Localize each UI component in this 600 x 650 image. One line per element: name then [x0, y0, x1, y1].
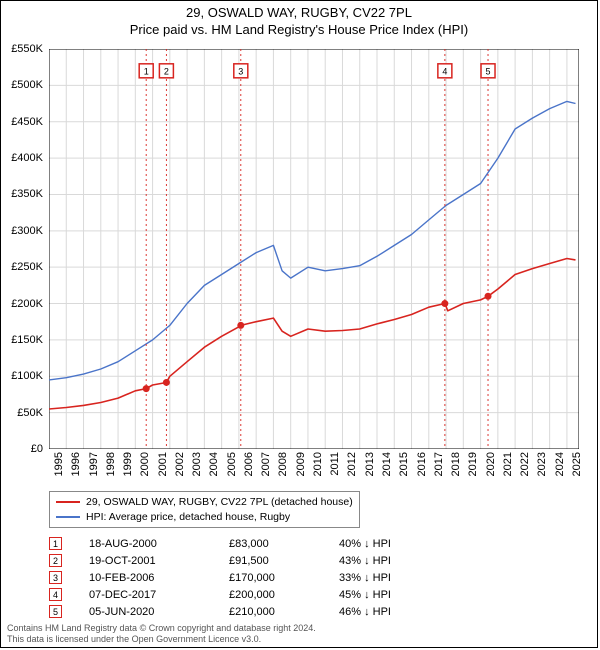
- sale-delta: 43% ↓ HPI: [339, 555, 439, 567]
- sale-date: 19-OCT-2001: [89, 555, 229, 567]
- sale-row: 3 10-FEB-2006£170,00033% ↓ HPI: [49, 569, 439, 586]
- sale-marker-badge: 4: [49, 588, 62, 601]
- x-tick-label: 2022: [519, 452, 531, 476]
- legend-item: 29, OSWALD WAY, RUGBY, CV22 7PL (detache…: [56, 495, 353, 510]
- x-tick-label: 2012: [346, 452, 358, 476]
- chart-container: 29, OSWALD WAY, RUGBY, CV22 7PL Price pa…: [0, 0, 598, 648]
- x-tick-label: 2014: [381, 452, 393, 476]
- x-tick-label: 2018: [450, 452, 462, 476]
- y-tick-label: £0: [31, 443, 43, 455]
- sale-row: 5 05-JUN-2020£210,00046% ↓ HPI: [49, 603, 439, 620]
- sales-table: 1 18-AUG-2000£83,00040% ↓ HPI 2 19-OCT-2001…: [49, 535, 439, 620]
- legend-label: HPI: Average price, detached house, Rugb…: [86, 510, 290, 525]
- x-tick-label: 2023: [536, 452, 548, 476]
- y-tick-label: £350K: [11, 188, 43, 200]
- x-tick-label: 2004: [208, 452, 220, 476]
- sale-row: 2 19-OCT-2001£91,50043% ↓ HPI: [49, 552, 439, 569]
- legend-swatch: [56, 516, 80, 518]
- x-tick-label: 2007: [260, 452, 272, 476]
- x-tick-label: 2011: [329, 452, 341, 476]
- sale-marker-badge: 2: [49, 554, 62, 567]
- sale-delta: 45% ↓ HPI: [339, 589, 439, 601]
- sale-marker-badge: 1: [49, 537, 62, 550]
- x-tick-label: 2002: [174, 452, 186, 476]
- x-tick-label: 2024: [554, 452, 566, 476]
- x-tick-label: 2017: [433, 452, 445, 476]
- legend: 29, OSWALD WAY, RUGBY, CV22 7PL (detache…: [49, 491, 360, 528]
- x-tick-label: 1997: [88, 452, 100, 476]
- x-tick-label: 2008: [277, 452, 289, 476]
- chart-svg: 1 2 3 4 5: [49, 49, 579, 449]
- y-tick-label: £450K: [11, 116, 43, 128]
- legend-label: 29, OSWALD WAY, RUGBY, CV22 7PL (detache…: [86, 495, 353, 510]
- x-tick-label: 2003: [191, 452, 203, 476]
- sale-date: 18-AUG-2000: [89, 538, 229, 550]
- sale-price: £83,000: [229, 538, 339, 550]
- svg-text:3: 3: [238, 66, 243, 76]
- y-tick-label: £150K: [11, 334, 43, 346]
- y-axis-labels: £0£50K£100K£150K£200K£250K£300K£350K£400…: [1, 49, 45, 449]
- subtitle: Price paid vs. HM Land Registry's House …: [1, 22, 597, 39]
- sale-price: £210,000: [229, 606, 339, 618]
- svg-text:2: 2: [164, 66, 169, 76]
- y-tick-label: £300K: [11, 225, 43, 237]
- footer-line1: Contains HM Land Registry data © Crown c…: [7, 623, 316, 634]
- x-axis-labels: 1995 1996 1997 1998 1999 2000 2001 2002 2003 2004…: [49, 449, 579, 485]
- x-tick-label: 2001: [157, 452, 169, 476]
- x-tick-label: 1995: [53, 452, 65, 476]
- sale-date: 05-JUN-2020: [89, 606, 229, 618]
- x-tick-label: 2015: [398, 452, 410, 476]
- footer-attribution: Contains HM Land Registry data © Crown c…: [7, 623, 316, 645]
- legend-swatch: [56, 501, 80, 503]
- y-tick-label: £250K: [11, 261, 43, 273]
- sale-delta: 40% ↓ HPI: [339, 538, 439, 550]
- y-tick-label: £550K: [11, 43, 43, 55]
- sale-row: 1 18-AUG-2000£83,00040% ↓ HPI: [49, 535, 439, 552]
- x-tick-label: 2013: [364, 452, 376, 476]
- x-tick-label: 2016: [416, 452, 428, 476]
- sale-delta: 46% ↓ HPI: [339, 606, 439, 618]
- sale-marker-badge: 5: [49, 605, 62, 618]
- sale-price: £91,500: [229, 555, 339, 567]
- title-block: 29, OSWALD WAY, RUGBY, CV22 7PL Price pa…: [1, 1, 597, 39]
- x-tick-label: 2005: [226, 452, 238, 476]
- svg-text:1: 1: [144, 66, 149, 76]
- x-tick-label: 1999: [122, 452, 134, 476]
- x-tick-label: 1998: [105, 452, 117, 476]
- svg-text:5: 5: [486, 66, 491, 76]
- x-tick-label: 2009: [295, 452, 307, 476]
- sale-date: 10-FEB-2006: [89, 572, 229, 584]
- y-tick-label: £400K: [11, 152, 43, 164]
- x-tick-label: 2025: [571, 452, 583, 476]
- plot-area: 1 2 3 4 5: [49, 49, 579, 449]
- x-tick-label: 2010: [312, 452, 324, 476]
- address-title: 29, OSWALD WAY, RUGBY, CV22 7PL: [1, 5, 597, 22]
- x-tick-label: 2020: [485, 452, 497, 476]
- x-tick-label: 1996: [70, 452, 82, 476]
- x-tick-label: 2021: [502, 452, 514, 476]
- sale-delta: 33% ↓ HPI: [339, 572, 439, 584]
- footer-line2: This data is licensed under the Open Gov…: [7, 634, 316, 645]
- sale-price: £170,000: [229, 572, 339, 584]
- legend-item: HPI: Average price, detached house, Rugb…: [56, 510, 353, 525]
- x-tick-label: 2006: [243, 452, 255, 476]
- sale-row: 4 07-DEC-2017£200,00045% ↓ HPI: [49, 586, 439, 603]
- y-tick-label: £500K: [11, 79, 43, 91]
- sale-marker-badge: 3: [49, 571, 62, 584]
- y-tick-label: £200K: [11, 298, 43, 310]
- x-tick-label: 2019: [467, 452, 479, 476]
- x-tick-label: 2000: [139, 452, 151, 476]
- y-tick-label: £100K: [11, 370, 43, 382]
- svg-text:4: 4: [442, 66, 447, 76]
- sale-price: £200,000: [229, 589, 339, 601]
- y-tick-label: £50K: [17, 407, 43, 419]
- sale-date: 07-DEC-2017: [89, 589, 229, 601]
